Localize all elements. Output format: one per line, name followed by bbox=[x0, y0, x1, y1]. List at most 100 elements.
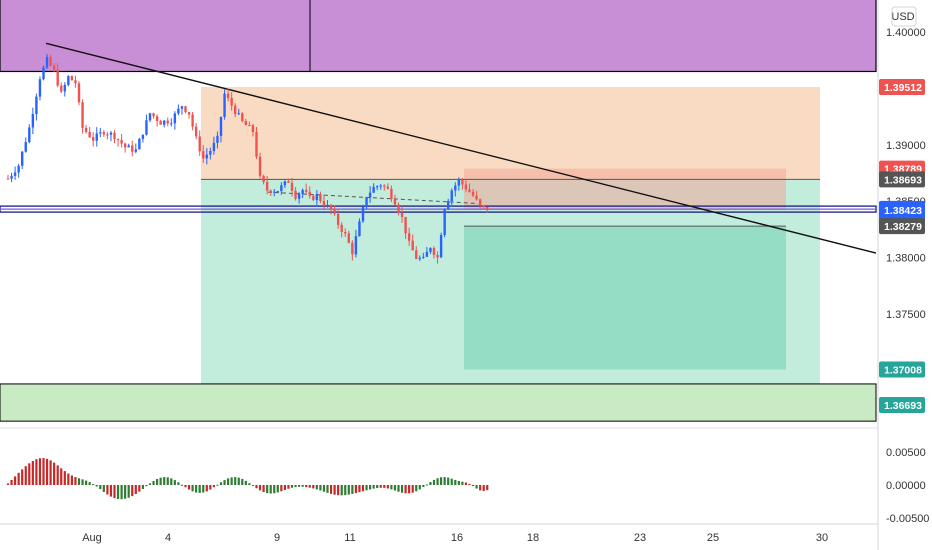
histogram-bar bbox=[400, 485, 404, 493]
histogram-series bbox=[6, 458, 489, 500]
histogram-bar bbox=[205, 485, 208, 492]
histogram-bar bbox=[120, 485, 123, 500]
histogram-bar bbox=[432, 479, 436, 485]
histogram-bar bbox=[156, 478, 159, 485]
histogram-bar bbox=[308, 485, 311, 488]
candle-body bbox=[84, 127, 88, 132]
histogram-bar bbox=[266, 485, 269, 494]
histogram-bar bbox=[42, 458, 45, 485]
histogram-bar bbox=[322, 485, 326, 492]
x-tick-label: 30 bbox=[816, 532, 828, 544]
candle-body bbox=[194, 126, 198, 137]
histogram-bar bbox=[390, 485, 393, 490]
histogram-bar bbox=[145, 485, 148, 487]
candle-body bbox=[60, 85, 63, 92]
candle-body bbox=[407, 233, 411, 241]
histogram-bar bbox=[92, 484, 95, 486]
candle-body bbox=[35, 96, 38, 115]
candle-body bbox=[429, 248, 432, 252]
candle-body bbox=[461, 179, 464, 185]
histogram-bar bbox=[386, 485, 389, 489]
histogram-bar bbox=[70, 475, 73, 485]
price-label: 1.39512 bbox=[884, 82, 922, 94]
histogram-bar bbox=[319, 485, 322, 491]
candle-series bbox=[6, 53, 489, 264]
histogram-bar bbox=[383, 485, 386, 488]
candle-body bbox=[312, 195, 315, 201]
candle-body bbox=[322, 201, 326, 206]
histogram-bar bbox=[479, 485, 482, 491]
candle-body bbox=[319, 194, 322, 202]
candle-body bbox=[131, 145, 134, 152]
histogram-bar bbox=[95, 485, 98, 487]
histogram-bar bbox=[344, 485, 347, 496]
candle-body bbox=[439, 234, 443, 258]
histogram-bar bbox=[113, 485, 116, 499]
y-tick-label: 1.38000 bbox=[886, 253, 926, 265]
candle-body bbox=[478, 199, 482, 206]
candle-body bbox=[24, 142, 27, 152]
histogram-bar bbox=[326, 485, 329, 493]
histogram-bar bbox=[138, 485, 141, 492]
candle-body bbox=[212, 142, 216, 152]
candle-body bbox=[383, 185, 386, 187]
candle-body bbox=[361, 207, 365, 222]
candle-body bbox=[134, 149, 137, 152]
candle-body bbox=[340, 224, 343, 232]
histogram-bar bbox=[422, 485, 425, 488]
candle-body bbox=[10, 175, 13, 179]
histogram-bar bbox=[280, 485, 283, 492]
histogram-bar bbox=[131, 485, 134, 497]
candle-body bbox=[386, 186, 390, 189]
candle-body bbox=[109, 132, 113, 135]
candle-body bbox=[464, 184, 468, 190]
candle-body bbox=[216, 135, 219, 143]
candle-body bbox=[468, 189, 471, 192]
candle-body bbox=[308, 191, 311, 196]
candle-body bbox=[447, 201, 450, 210]
candle-body bbox=[127, 145, 130, 148]
histogram-bar bbox=[56, 465, 59, 485]
histogram-bar bbox=[244, 480, 247, 485]
currency-box bbox=[891, 6, 917, 27]
histogram-bar bbox=[38, 458, 42, 485]
currency-label: USD bbox=[891, 11, 914, 23]
price-axis[interactable]: USD1.400001.390001.385001.380001.375000.… bbox=[877, 0, 929, 550]
candle-body bbox=[113, 132, 116, 140]
histogram-bar bbox=[127, 485, 130, 498]
histogram-bar bbox=[429, 482, 432, 485]
candle-body bbox=[411, 240, 414, 251]
histogram-bar bbox=[106, 485, 109, 495]
candle-body bbox=[123, 143, 127, 148]
histogram-bar bbox=[333, 485, 336, 495]
time-axis[interactable]: Aug 4 9 11 16 18 23 25 30 bbox=[0, 523, 878, 544]
y-tick-label: 1.37500 bbox=[886, 309, 926, 321]
candle-body bbox=[155, 116, 159, 122]
candle-body bbox=[74, 80, 77, 84]
candle-body bbox=[120, 139, 123, 144]
candle-body bbox=[106, 134, 109, 136]
candle-body bbox=[376, 186, 379, 188]
histogram-bar bbox=[471, 485, 475, 487]
candle-body bbox=[244, 121, 248, 126]
histogram-bar bbox=[372, 485, 375, 489]
candle-body bbox=[38, 79, 42, 97]
candle-body bbox=[336, 213, 340, 225]
histogram-bar bbox=[464, 482, 468, 485]
candle-body bbox=[347, 233, 350, 243]
candle-body bbox=[226, 93, 230, 98]
histogram-bar bbox=[170, 478, 173, 485]
histogram-bar bbox=[177, 482, 180, 485]
candle-body bbox=[6, 178, 10, 180]
histogram-bar bbox=[45, 458, 49, 485]
candle-body bbox=[102, 132, 106, 135]
candle-body bbox=[404, 216, 407, 234]
candle-body bbox=[365, 197, 368, 208]
candle-body bbox=[145, 120, 148, 135]
candle-body bbox=[482, 205, 485, 207]
candle-body bbox=[92, 137, 95, 141]
candle-body bbox=[251, 125, 255, 133]
histogram-bar bbox=[436, 478, 439, 485]
